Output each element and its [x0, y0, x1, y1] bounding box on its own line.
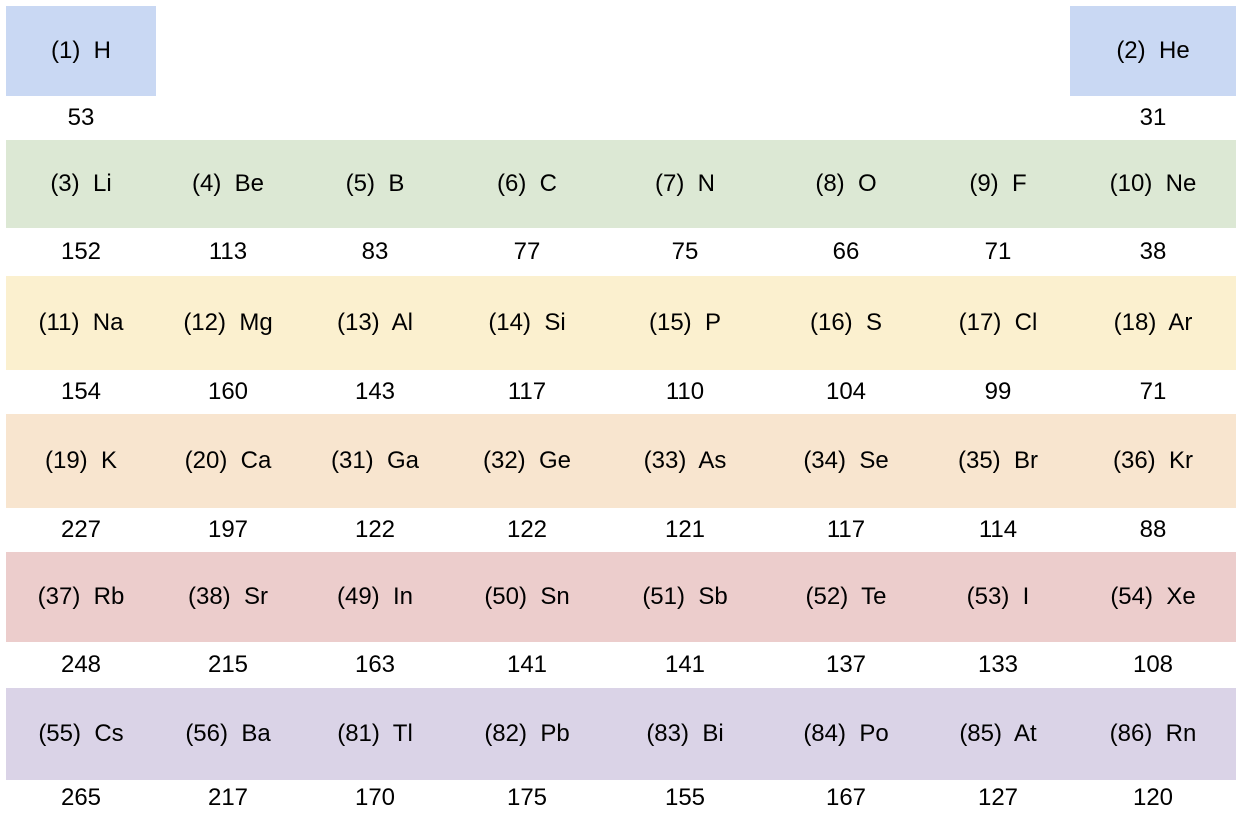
radius-value: 167: [825, 784, 867, 811]
radius-value: 227: [60, 516, 102, 543]
element-cell: (54) Xe: [1110, 583, 1196, 610]
row-band: [6, 276, 1236, 370]
radius-value: 141: [664, 651, 706, 678]
radius-value: 265: [60, 784, 102, 811]
radius-value: 122: [354, 516, 396, 543]
element-cell: (85) At: [959, 720, 1037, 747]
radius-value: 143: [354, 378, 396, 405]
element-cell: (18) Ar: [1113, 309, 1193, 336]
row-band: [6, 552, 1236, 642]
radius-value: 160: [207, 378, 249, 405]
radius-value: 127: [977, 784, 1019, 811]
radius-value: 155: [664, 784, 706, 811]
element-cell: (53) I: [966, 583, 1030, 610]
element-cell: (15) P: [648, 309, 722, 336]
row-band: [6, 688, 1236, 780]
radius-value: 71: [984, 238, 1012, 265]
radius-value: 83: [361, 238, 389, 265]
element-cell: (55) Cs: [38, 720, 124, 747]
element-cell: (3) Li: [50, 170, 112, 197]
element-cell: (49) In: [336, 583, 414, 610]
radius-value: 133: [977, 651, 1019, 678]
element-cell: (11) Na: [38, 309, 124, 336]
radius-value: 170: [354, 784, 396, 811]
radius-value: 31: [1139, 104, 1167, 131]
radius-value: 122: [506, 516, 548, 543]
element-cell: (19) K: [44, 447, 118, 474]
element-cell: (84) Po: [803, 720, 889, 747]
radius-value: 110: [665, 378, 705, 405]
radius-value: 117: [507, 378, 547, 405]
radius-value: 248: [60, 651, 102, 678]
element-cell: (81) Tl: [337, 720, 413, 747]
element-cell: (8) O: [815, 170, 877, 197]
radius-value: 53: [67, 104, 95, 131]
element-cell: (13) Al: [336, 309, 414, 336]
radius-value: 99: [984, 378, 1012, 405]
radius-value: 154: [60, 378, 102, 405]
radius-value: 75: [671, 238, 699, 265]
element-cell: (82) Pb: [484, 720, 570, 747]
radius-value: 141: [506, 651, 548, 678]
radius-value: 71: [1139, 378, 1167, 405]
element-cell: (6) C: [497, 170, 557, 197]
radius-value: 163: [354, 651, 396, 678]
element-cell: (1) H: [6, 6, 156, 96]
element-cell: (51) Sb: [642, 583, 728, 610]
row-band: [6, 140, 1236, 228]
element-cell: (4) Be: [191, 170, 265, 197]
radius-value: 215: [207, 651, 249, 678]
element-cell: (20) Ca: [184, 447, 272, 474]
element-cell: (33) As: [643, 447, 727, 474]
row-band: [6, 414, 1236, 508]
element-cell: (12) Mg: [183, 309, 273, 336]
radius-value: 113: [208, 238, 248, 265]
element-cell: (35) Br: [957, 447, 1038, 474]
radius-value: 217: [207, 784, 249, 811]
radius-value: 114: [978, 516, 1018, 543]
element-cell: (36) Kr: [1112, 447, 1193, 474]
element-cell: (5) B: [345, 170, 405, 197]
element-cell: (52) Te: [805, 583, 887, 610]
radius-value: 104: [825, 378, 867, 405]
element-cell: (37) Rb: [37, 583, 125, 610]
radius-value: 175: [506, 784, 548, 811]
radius-value: 152: [60, 238, 102, 265]
element-cell: (32) Ge: [482, 447, 572, 474]
radius-value: 121: [664, 516, 706, 543]
radius-value: 77: [513, 238, 541, 265]
radius-value: 66: [832, 238, 860, 265]
radius-value: 197: [207, 516, 249, 543]
element-cell: (50) Sn: [484, 583, 570, 610]
element-cell: (31) Ga: [330, 447, 420, 474]
radius-value: 120: [1132, 784, 1174, 811]
element-cell: (17) Cl: [958, 309, 1038, 336]
element-cell: (16) S: [809, 309, 883, 336]
element-cell: (10) Ne: [1109, 170, 1197, 197]
radius-value: 117: [826, 516, 866, 543]
radius-value: 137: [825, 651, 867, 678]
element-cell: (2) He: [1070, 6, 1236, 96]
radius-value: 38: [1139, 238, 1167, 265]
element-cell: (38) Sr: [187, 583, 268, 610]
element-cell: (7) N: [655, 170, 715, 197]
radius-value: 88: [1139, 516, 1167, 543]
element-cell: (86) Rn: [1109, 720, 1197, 747]
element-cell: (83) Bi: [646, 720, 724, 747]
element-cell: (9) F: [969, 170, 1027, 197]
element-cell: (14) Si: [488, 309, 566, 336]
element-cell: (34) Se: [803, 447, 889, 474]
element-cell: (56) Ba: [185, 720, 271, 747]
radius-value: 108: [1132, 651, 1174, 678]
